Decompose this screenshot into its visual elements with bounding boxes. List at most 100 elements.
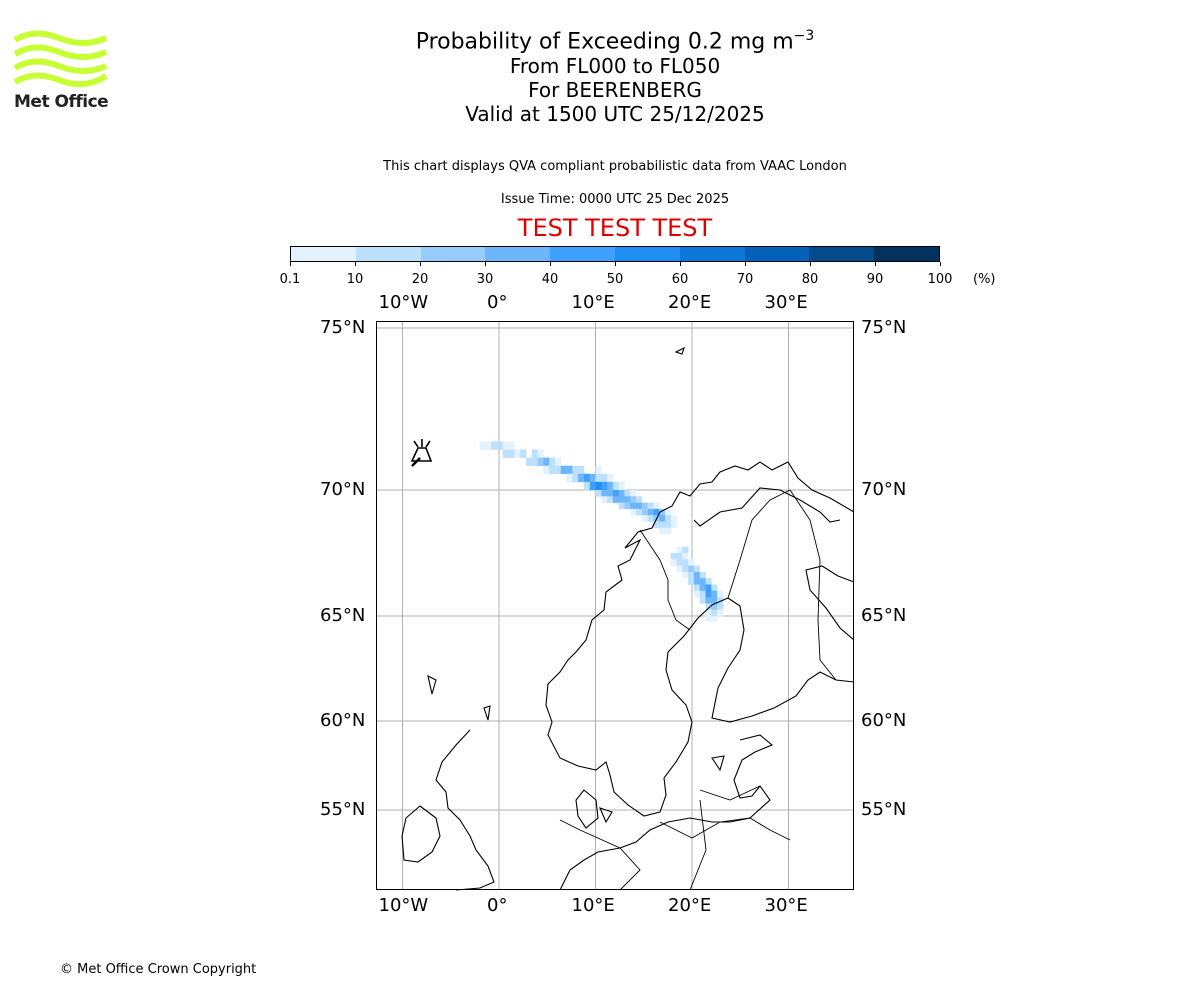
probability-cell [711, 597, 718, 604]
lon-label-bottom: 30°E [764, 895, 808, 916]
probability-cell [508, 441, 515, 450]
probability-cell [670, 515, 677, 522]
chart-title: Probability of Exceeding 0.2 mg m−3 From… [0, 28, 1200, 126]
probability-cell [682, 553, 689, 560]
colorbar-bin-0 [291, 247, 356, 261]
probability-cell [659, 521, 666, 529]
probability-cell [682, 559, 689, 566]
probability-cell [699, 571, 706, 579]
met-office-logo: Met Office [13, 30, 109, 115]
coastlines [401, 346, 855, 891]
colorbar-tick-label: 20 [411, 272, 429, 287]
probability-cell [554, 465, 562, 475]
lat-label-left: 65°N [320, 605, 366, 626]
probability-cell [664, 508, 672, 516]
colorbar-tick-mark [550, 262, 551, 266]
colorbar-bin-3 [485, 247, 551, 261]
probability-cell [554, 457, 562, 466]
probability-cell [705, 597, 712, 604]
probability-cell [664, 521, 672, 529]
probability-cell [537, 449, 544, 458]
probability-cell [618, 481, 625, 491]
probability-cell [612, 481, 619, 491]
probability-cell [572, 473, 579, 483]
lat-label-left: 75°N [320, 317, 366, 338]
colorbar-tick-label: 30 [476, 272, 494, 287]
lat-label-left: 60°N [320, 710, 366, 731]
lon-label-top: 30°E [764, 292, 808, 313]
logo-waves-icon [13, 30, 108, 88]
colorbar-tick-mark [745, 262, 746, 266]
colorbar-bin-2 [420, 247, 486, 261]
lon-label-top: 10°E [571, 292, 615, 313]
probability-cell [479, 441, 486, 450]
probability-cell [711, 603, 718, 610]
probability-cell [595, 481, 602, 491]
probability-cell [676, 565, 683, 573]
colorbar-tick-mark [940, 262, 941, 266]
probability-cell [601, 481, 608, 491]
colorbar-tick-mark [810, 262, 811, 266]
probability-cell [670, 553, 677, 560]
title-main: Probability of Exceeding 0.2 mg m [415, 29, 794, 55]
probability-cell [502, 441, 509, 450]
probability-cell [531, 457, 538, 466]
lon-label-bottom: 20°E [668, 895, 712, 916]
probability-cell [549, 465, 556, 475]
probability-cell [676, 559, 683, 566]
probability-cell [670, 559, 677, 566]
lon-label-top: 20°E [668, 292, 712, 313]
probability-cell [491, 441, 498, 450]
colorbar-tick-label: 100 [927, 272, 953, 287]
probability-cell [618, 496, 625, 503]
probability-cell [670, 521, 677, 529]
colorbar-bin-7 [744, 247, 810, 261]
probability-cell [659, 527, 666, 535]
colorbar-tick-label: 70 [736, 272, 754, 287]
probability-cell [578, 473, 585, 483]
probability-cell [699, 578, 706, 585]
probability-cell [705, 616, 712, 622]
probability-cell [549, 457, 556, 466]
probability-cell [636, 496, 643, 503]
probability-cell [647, 502, 654, 510]
probability-cell [601, 496, 608, 503]
probability-cell [589, 481, 596, 491]
probability-cell [682, 571, 689, 579]
probability-cell [699, 590, 706, 598]
lat-label-right: 75°N [861, 317, 907, 338]
probability-cell [607, 481, 614, 491]
probability-cell [664, 527, 672, 535]
colorbar-bin-6 [679, 247, 745, 261]
probability-cell [682, 546, 689, 554]
probability-cell [618, 502, 625, 510]
probability-cell [502, 449, 509, 458]
colorbar-bin-1 [355, 247, 421, 261]
colorbar-tick-mark [680, 262, 681, 266]
probability-cell [717, 609, 724, 617]
ash-probability-field [479, 441, 724, 622]
title-levels: From FL000 to FL050 [509, 54, 721, 79]
colorbar-tick-label: 60 [671, 272, 689, 287]
probability-cell [583, 481, 591, 491]
colorbar-tick-mark [875, 262, 876, 266]
probability-cell [641, 502, 648, 510]
colorbar-tick-label: 80 [801, 272, 819, 287]
probability-cell [641, 515, 648, 522]
probability-cell [537, 457, 544, 466]
lon-label-top: 10°W [378, 292, 429, 313]
volcano-icon [410, 439, 433, 467]
probability-cell [618, 490, 625, 497]
map-frame [376, 321, 854, 890]
colorbar-tick-mark [485, 262, 486, 266]
colorbar-bin-5 [614, 247, 680, 261]
probability-cell [688, 578, 695, 585]
probability-cell [653, 502, 660, 510]
probability-cell [705, 578, 712, 585]
probability-cell [612, 496, 619, 503]
copyright: © Met Office Crown Copyright [60, 962, 257, 977]
probability-cell [688, 559, 695, 566]
probability-cell [607, 490, 614, 497]
lat-label-right: 60°N [861, 710, 907, 731]
